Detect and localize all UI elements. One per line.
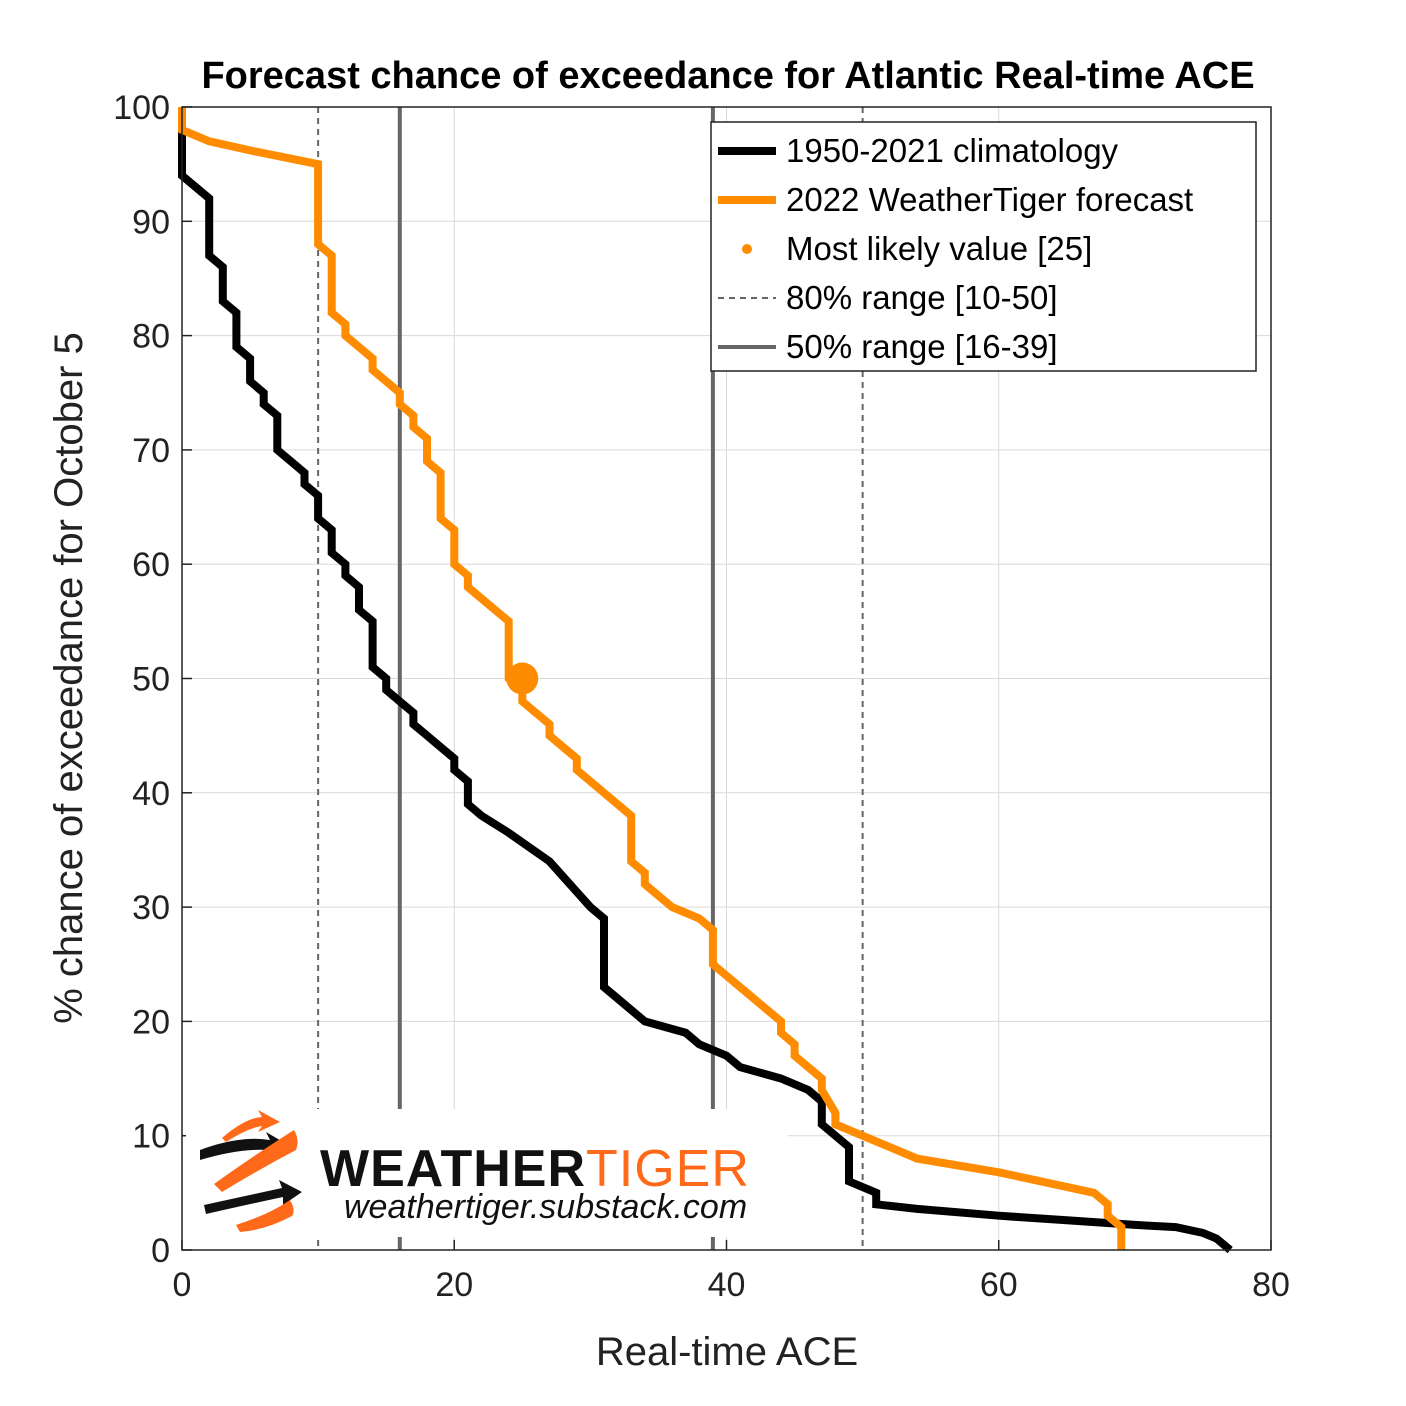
y-tick-label: 0 xyxy=(151,1232,170,1270)
y-axis-ticks: 0 10 20 30 40 50 60 70 80 90 100 xyxy=(113,89,192,1270)
logo-url: weathertiger.substack.com xyxy=(344,1188,747,1226)
marker-layer xyxy=(506,662,539,695)
y-tick-label: 30 xyxy=(132,889,170,927)
legend-label-range50: 50% range [16-39] xyxy=(786,328,1058,365)
legend: 1950-2021 climatology 2022 WeatherTiger … xyxy=(710,121,1257,372)
x-axis-ticks: 0 20 40 60 80 xyxy=(173,1240,1290,1304)
y-tick-label: 80 xyxy=(132,318,170,356)
most-likely-marker xyxy=(506,662,539,695)
legend-label-range80: 80% range [10-50] xyxy=(786,279,1058,316)
series-line-climatology xyxy=(178,129,1233,1254)
swirl-globe-icon xyxy=(200,1110,302,1232)
y-tick-label: 20 xyxy=(132,1003,170,1041)
legend-label-climatology: 1950-2021 climatology xyxy=(786,132,1119,169)
legend-swatch-most-likely xyxy=(742,244,752,254)
x-tick-label: 60 xyxy=(980,1266,1018,1304)
y-tick-label: 100 xyxy=(113,89,170,127)
x-tick-label: 80 xyxy=(1252,1266,1290,1304)
y-tick-label: 10 xyxy=(132,1118,170,1156)
chart-title: Forecast chance of exceedance for Atlant… xyxy=(201,55,1254,97)
x-tick-label: 0 xyxy=(173,1266,192,1304)
y-tick-label: 90 xyxy=(132,203,170,241)
series-layer xyxy=(178,107,1233,1254)
y-axis-label: % chance of exceedance for October 5 xyxy=(47,332,91,1024)
y-tick-label: 40 xyxy=(132,775,170,813)
series-line-forecast xyxy=(178,107,1126,1250)
legend-box xyxy=(710,121,1257,372)
weathertiger-logo: WEATHERTIGER weathertiger.substack.com xyxy=(186,1109,788,1237)
y-tick-label: 70 xyxy=(132,432,170,470)
y-tick-label: 60 xyxy=(132,546,170,584)
legend-label-forecast: 2022 WeatherTiger forecast xyxy=(786,181,1193,218)
x-axis-label: Real-time ACE xyxy=(596,1330,858,1374)
logo-word-tiger: TIGER xyxy=(586,1140,750,1198)
logo-word-weather: WEATHER xyxy=(320,1140,586,1198)
x-tick-label: 20 xyxy=(435,1266,473,1304)
y-tick-label: 50 xyxy=(132,661,170,699)
logo-wordmark: WEATHERTIGER xyxy=(320,1140,750,1198)
x-tick-label: 40 xyxy=(708,1266,746,1304)
legend-label-most-likely: Most likely value [25] xyxy=(786,230,1092,267)
